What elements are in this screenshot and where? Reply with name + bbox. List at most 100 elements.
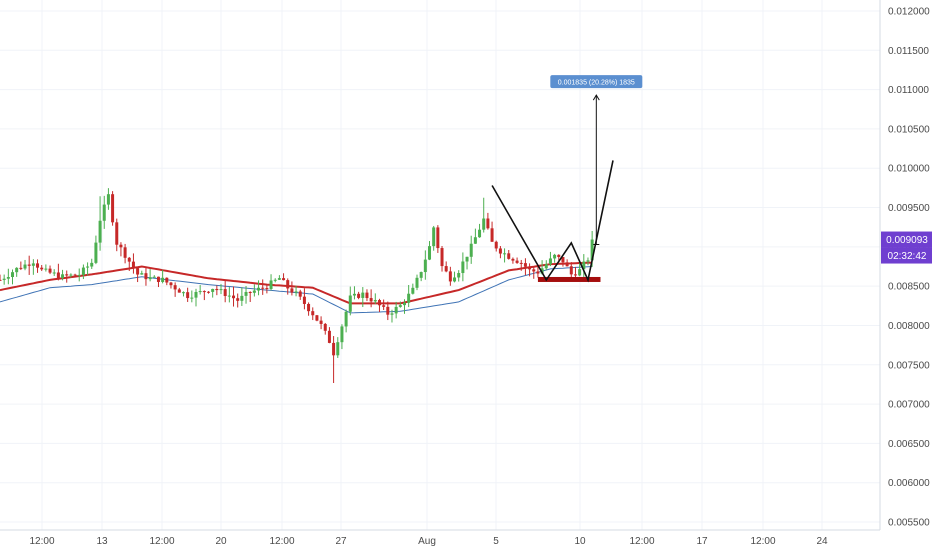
candle-down [127, 257, 131, 262]
candle-down [261, 287, 265, 289]
price-tick-label: 0.011000 [888, 85, 929, 96]
time-tick-label: 12:00 [29, 536, 54, 547]
candle-up [415, 277, 419, 288]
candle-down [532, 269, 536, 272]
price-tick-label: 0.006500 [888, 439, 930, 450]
candle-down [131, 261, 135, 269]
time-tick-label: 12:00 [149, 536, 174, 547]
time-tick-label: 24 [816, 536, 828, 547]
candle-down [315, 315, 319, 321]
candle-up [390, 313, 394, 315]
candle-down [569, 266, 573, 275]
candle-down [298, 291, 302, 297]
candle-up [152, 276, 156, 278]
candle-up [548, 258, 552, 265]
countdown-label: 02:32:42 [888, 251, 927, 262]
candle-down [444, 266, 448, 272]
candle-down [327, 330, 331, 343]
candle-up [478, 229, 482, 238]
candle-down [169, 282, 173, 286]
candle-down [65, 274, 69, 276]
candle-up [181, 292, 185, 294]
price-tick-label: 0.007000 [888, 400, 930, 411]
candle-up [473, 237, 477, 244]
candle-down [332, 342, 336, 356]
candle-up [453, 277, 457, 282]
candle-up [411, 287, 415, 294]
candle-down [73, 274, 77, 276]
candle-up [90, 262, 94, 267]
time-tick-label: 12:00 [629, 536, 654, 547]
candle-down [307, 303, 311, 312]
candle-down [236, 298, 240, 301]
candle-up [428, 246, 432, 260]
price-axis[interactable]: 0.012000 0.011500 0.011000 0.010500 0.010000… [888, 7, 930, 529]
candle-down [119, 244, 123, 248]
candle-up [190, 297, 194, 299]
candle-down [223, 289, 227, 297]
candle-down [290, 288, 294, 293]
countdown-badge [881, 247, 932, 264]
candle-up [402, 302, 406, 306]
candle-up [2, 278, 6, 280]
support-zone[interactable] [537, 276, 601, 282]
candle-up [244, 291, 248, 296]
candle-down [507, 253, 511, 259]
candle-up [98, 220, 102, 243]
time-tick-label: 12:00 [750, 536, 775, 547]
price-badges: 0.009093 02:32:42 [881, 231, 932, 264]
candle-up [457, 273, 461, 278]
candle-up [61, 274, 65, 279]
time-tick-label: 27 [335, 536, 347, 547]
grid [0, 0, 881, 531]
candle-up [194, 291, 198, 298]
candle-down [323, 323, 327, 331]
candle-up [394, 306, 398, 314]
candle-up [6, 277, 10, 279]
candle-up [294, 291, 298, 293]
candlesticks [0, 188, 594, 384]
candle-down [215, 288, 219, 291]
candle-down [265, 288, 269, 290]
candle-up [148, 277, 152, 280]
candle-up [211, 288, 215, 292]
candle-down [377, 300, 381, 306]
candle-up [81, 267, 85, 275]
candle-up [23, 264, 27, 269]
candle-down [202, 291, 206, 293]
candle-up [461, 261, 465, 274]
candle-down [436, 227, 440, 249]
candle-up [553, 254, 557, 259]
candle-up [465, 256, 469, 262]
candle-up [352, 293, 356, 296]
time-tick-label: 12:00 [269, 536, 294, 547]
candle-up [227, 295, 231, 297]
candle-up [340, 326, 344, 343]
double-bottom-pattern[interactable] [491, 160, 614, 283]
candle-down [248, 291, 252, 293]
time-tick-label: 10 [574, 536, 586, 547]
candle-up [361, 292, 365, 298]
candle-up [469, 243, 473, 257]
arrow-head-icon [592, 94, 600, 101]
candle-down [177, 289, 181, 293]
candle-up [482, 218, 486, 230]
candle-up [11, 272, 15, 278]
candle-up [140, 273, 144, 275]
candle-down [232, 295, 236, 299]
candle-down [536, 271, 540, 274]
price-tick-label: 0.011500 [888, 46, 929, 57]
time-axis[interactable]: 12:00 13 12:00 20 12:00 27 Aug 5 10 12:00 17 12:00 2… [29, 536, 828, 547]
price-tick-label: 0.006000 [888, 478, 930, 489]
time-tick-label: 20 [215, 536, 227, 547]
candle-up [94, 242, 98, 263]
candle-up [544, 264, 548, 269]
candle-down [48, 268, 52, 273]
candle-up [31, 263, 35, 266]
candle-down [519, 262, 523, 264]
candle-up [373, 300, 377, 302]
drawings[interactable]: 0.001835 (20.28%) 1835 [491, 75, 643, 283]
price-tick-label: 0.005500 [888, 518, 930, 529]
